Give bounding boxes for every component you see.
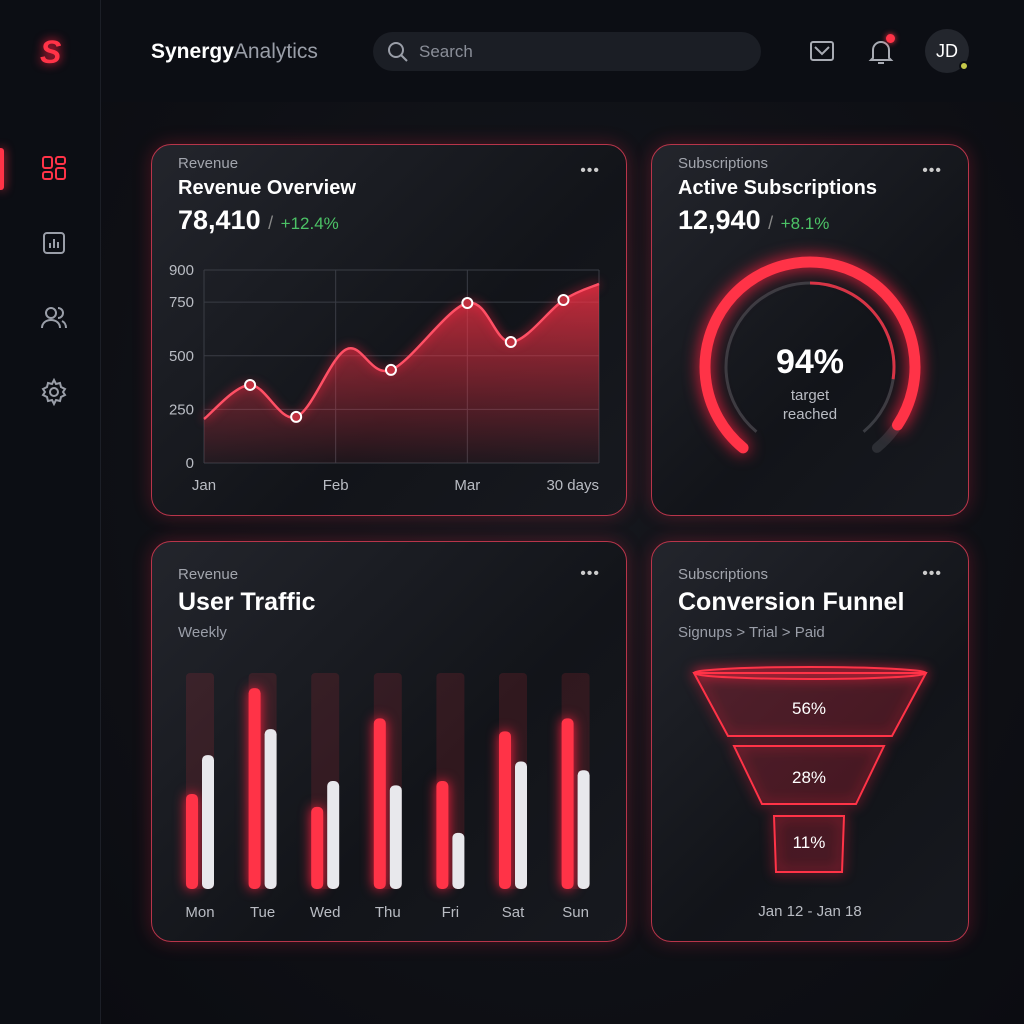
gauge-percent: 94%: [776, 343, 844, 381]
revenue-area: [204, 283, 599, 463]
day-label: Fri: [442, 904, 460, 921]
bar-mon-series-2: [202, 755, 214, 889]
bar-sun-series-2: [577, 770, 590, 889]
users-icon: [41, 307, 67, 329]
search-icon: [388, 41, 408, 62]
bar-sat-series-1: [499, 731, 511, 889]
sidebar-item-settings[interactable]: [38, 376, 70, 408]
funnel-chart: 56% 28% 11% Jan 12 - Jan 18: [692, 666, 928, 920]
active-indicator: [0, 148, 4, 190]
x-tick-label: Mar: [454, 477, 480, 494]
card-title: User Traffic: [178, 588, 316, 616]
funnel-stage-1-label: 56%: [792, 699, 826, 718]
sidebar-item-dashboard[interactable]: [38, 152, 70, 184]
bar-sat-series-2: [515, 761, 527, 889]
day-label: Mon: [185, 904, 214, 921]
funnel-date-range: Jan 12 - Jan 18: [758, 903, 861, 920]
bar-tue-series-1: [248, 688, 261, 889]
y-tick-label: 0: [186, 455, 194, 472]
gauge-fill: [699, 256, 921, 454]
card-title: Revenue Overview: [178, 177, 356, 199]
bar-wed-series-2: [327, 781, 340, 889]
day-label: Sun: [562, 904, 589, 921]
avatar[interactable]: JD: [925, 29, 969, 73]
data-point: [504, 336, 517, 349]
gauge-inner-fill: [809, 281, 896, 380]
bar-thu-series-1: [373, 718, 386, 889]
day-label: Tue: [250, 904, 275, 921]
data-point: [557, 294, 570, 307]
y-tick-label: 500: [169, 348, 194, 365]
subscription-gauge: 94% target reached: [699, 256, 921, 454]
search-input[interactable]: [419, 41, 739, 62]
data-point: [290, 410, 303, 423]
card-kicker: Subscriptions: [678, 155, 769, 172]
online-status-dot: [959, 61, 969, 71]
sidebar: S: [0, 0, 101, 1024]
avatar-initials: JD: [936, 40, 958, 61]
bar-tue-series-2: [264, 729, 277, 889]
sidebar-item-users[interactable]: [38, 302, 70, 334]
funnel-stage-2-label: 28%: [792, 768, 826, 787]
day-label: Thu: [375, 904, 401, 921]
brand-name: SynergyAnalytics: [151, 40, 318, 63]
more-options-button[interactable]: •••: [580, 162, 600, 179]
card-title: Conversion Funnel: [678, 588, 905, 616]
logo: S: [40, 34, 62, 70]
funnel-stage-3-label: 11%: [793, 833, 826, 852]
card-subtitle: Weekly: [178, 624, 227, 641]
funnel-stage-2: [732, 745, 886, 805]
bar-thu-series-2: [389, 785, 402, 889]
data-point: [461, 297, 474, 310]
day-label: Sat: [502, 904, 525, 921]
card-kicker: Revenue: [178, 155, 239, 172]
bell-icon: [868, 41, 894, 64]
y-tick-label: 900: [169, 262, 194, 279]
card-title: Active Subscriptions: [678, 177, 877, 199]
dashboard-grid-icon: [42, 156, 66, 180]
card-kicker: Subscriptions: [678, 566, 769, 583]
y-tick-label: 750: [169, 294, 194, 311]
notifications-button[interactable]: [868, 34, 895, 64]
bar-sun-series-1: [561, 718, 574, 889]
data-point: [244, 378, 257, 391]
funnel-stage-1: [692, 672, 928, 737]
bar-fri-series-2: [452, 832, 465, 889]
funnel-stage-3: [772, 815, 846, 873]
subscriptions-change: +8.1%: [780, 214, 830, 233]
bar-mon-series-1: [186, 793, 198, 889]
sidebar-item-reports[interactable]: [38, 227, 70, 259]
more-options-button[interactable]: •••: [580, 565, 600, 582]
active-subscriptions-card: Subscriptions Active Subscriptions ••• 1…: [651, 144, 969, 516]
notification-dot: [886, 34, 895, 43]
mail-icon: [810, 41, 834, 61]
subscriptions-value: 12,940 / +8.1%: [678, 205, 830, 235]
mail-button[interactable]: [809, 38, 835, 64]
header: SynergyAnalytics JD: [101, 0, 1024, 102]
revenue-value: 78,410 / +12.4%: [178, 205, 339, 235]
gauge-caption: reached: [783, 406, 837, 423]
x-tick-label: 30 days: [546, 477, 599, 494]
y-tick-label: 250: [169, 401, 194, 418]
gauge-caption: target: [791, 387, 830, 404]
bar-fri-series-1: [436, 781, 449, 889]
traffic-bar-chart: Mon Tue Wed Thu Fri Sat Sun: [185, 673, 590, 921]
gear-icon: [41, 378, 67, 406]
card-kicker: Revenue: [178, 566, 239, 583]
more-options-button[interactable]: •••: [922, 565, 942, 582]
conversion-funnel-card: Subscriptions Conversion Funnel Signups …: [651, 541, 969, 942]
card-subtitle: Signups > Trial > Paid: [678, 624, 825, 641]
day-label: Wed: [310, 904, 341, 921]
search-bar[interactable]: [373, 32, 761, 71]
revenue-overview-card: Revenue Revenue Overview ••• 78,410 / +1…: [151, 144, 627, 516]
revenue-line-chart: 0 250 500 750 900 Jan Feb Mar 30 days: [169, 262, 600, 494]
more-options-button[interactable]: •••: [922, 162, 942, 179]
x-tick-label: Feb: [323, 477, 349, 494]
revenue-change: +12.4%: [280, 214, 339, 233]
bar-wed-series-1: [311, 806, 324, 889]
user-traffic-card: Revenue User Traffic Weekly ••• Mon Tue We…: [151, 541, 627, 942]
data-point: [384, 363, 397, 376]
x-tick-label: Jan: [192, 477, 216, 494]
bar-chart-icon: [43, 232, 65, 254]
